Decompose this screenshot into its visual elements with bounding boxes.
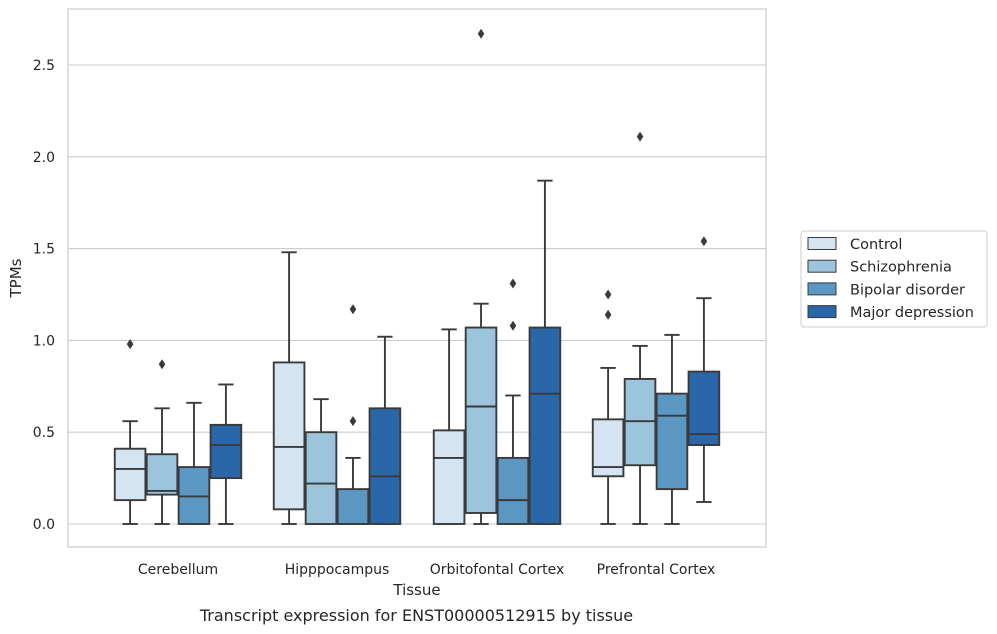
chart-caption: Transcript expression for ENST0000051291…: [199, 606, 634, 625]
iqr-box: [368, 407, 402, 525]
iqr-box: [209, 423, 243, 480]
box-hipppocampus: [336, 304, 370, 525]
iqr-box: [432, 429, 466, 525]
box-plot-series: [113, 28, 721, 525]
legend-frame: [800, 230, 988, 328]
legend-label: Bipolar disorder: [850, 282, 965, 298]
outlier-point: [158, 359, 166, 370]
x-tick-label: Orbitofontal Cortex: [430, 562, 565, 578]
box-hipppocampus: [304, 398, 338, 525]
iqr-box: [496, 456, 530, 525]
x-tick-label: Cerebellum: [138, 562, 218, 578]
y-tick-label: 1.5: [33, 242, 55, 258]
iqr-box: [687, 370, 721, 447]
iqr-box: [336, 488, 370, 525]
outlier-point: [509, 320, 517, 331]
iqr-box: [528, 326, 562, 525]
x-axis-ticks: Cerebellum Hipppocampus Orbitofontal Corte…: [138, 562, 715, 578]
y-tick-label: 2.0: [33, 150, 55, 166]
series-major-depression: [209, 179, 721, 525]
y-tick-label: 2.5: [33, 58, 55, 74]
box-prefrontal-cortex: [623, 131, 657, 525]
box-cerebellum: [113, 339, 147, 525]
y-axis-label: TPMs: [7, 258, 25, 298]
x-tick-label: Prefrontal Cortex: [597, 562, 716, 578]
box-orbitofontal-cortex: [464, 28, 498, 525]
outlier-point: [604, 289, 612, 300]
outlier-point: [700, 236, 708, 247]
iqr-box: [272, 361, 306, 511]
legend-swatch: [807, 305, 837, 319]
box-orbitofontal-cortex: [496, 278, 530, 525]
x-axis-label: Tissue: [392, 581, 440, 599]
outlier-point: [126, 339, 134, 350]
legend-swatch: [807, 259, 837, 273]
box-prefrontal-cortex: [655, 333, 689, 525]
legend-swatch: [807, 282, 837, 296]
box-orbitofontal-cortex: [432, 328, 466, 525]
legend: Control Schizophrenia Bipolar disorder Majo…: [800, 230, 988, 328]
legend-swatch: [807, 237, 837, 250]
box-hipppocampus: [272, 251, 306, 525]
legend-label: Major depression: [850, 305, 974, 321]
iqr-box: [304, 431, 338, 525]
legend-label: Control: [850, 237, 902, 253]
box-hipppocampus: [368, 335, 402, 525]
y-tick-label: 1.0: [33, 333, 55, 349]
outlier-point: [604, 309, 612, 320]
outlier-point: [636, 131, 644, 142]
outlier-point: [509, 278, 517, 289]
series-bipolar-disorder: [177, 278, 689, 525]
outlier-point: [349, 304, 357, 315]
box-cerebellum: [209, 383, 243, 525]
box-orbitofontal-cortex: [528, 179, 562, 525]
iqr-box: [464, 326, 498, 514]
box-prefrontal-cortex: [687, 236, 721, 503]
outlier-point: [477, 28, 485, 39]
box-prefrontal-cortex: [591, 289, 625, 525]
box-cerebellum: [177, 401, 211, 525]
outlier-point: [349, 416, 357, 427]
series-control: [113, 251, 625, 525]
y-tick-label: 0.5: [33, 425, 55, 441]
iqr-box: [145, 453, 179, 496]
box-cerebellum: [145, 359, 179, 525]
series-schizophrenia: [145, 28, 657, 525]
y-axis-ticks: 0.0 0.5 1.0 1.5 2.0 2.5: [33, 58, 55, 533]
iqr-box: [113, 447, 147, 502]
x-tick-label: Hipppocampus: [285, 562, 390, 578]
legend-label: Schizophrenia: [850, 260, 952, 276]
y-tick-label: 0.0: [33, 517, 55, 533]
iqr-box: [655, 392, 689, 491]
